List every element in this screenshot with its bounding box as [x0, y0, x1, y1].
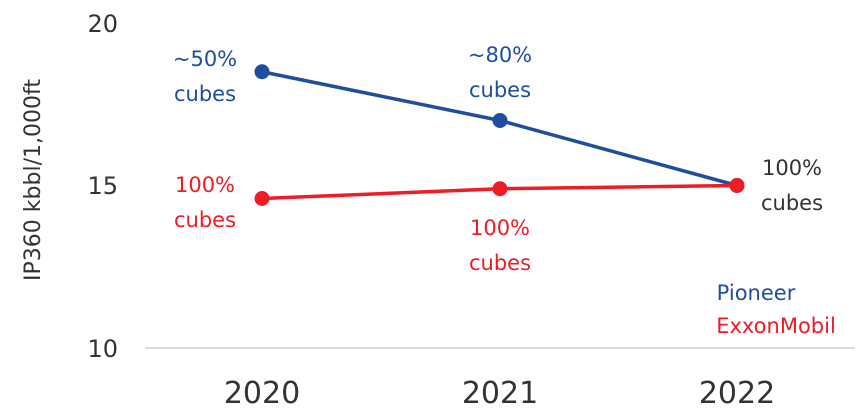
annotation-both-2022: 100% cubes	[761, 156, 823, 215]
legend-exxonmobil: ExxonMobil	[716, 314, 836, 338]
x-tick-label-2021: 2021	[462, 376, 538, 411]
data-point-pioneer-2020	[254, 64, 270, 80]
x-tick-label-2022: 2022	[699, 376, 775, 411]
annotation-text: 100%	[470, 216, 530, 240]
annotation-text: cubes	[469, 251, 531, 275]
annotation-text: ~80%	[468, 43, 532, 67]
annotation-text: cubes	[174, 82, 236, 106]
x-tick-label-2020: 2020	[224, 376, 300, 411]
y-tick-label-10: 10	[87, 335, 118, 363]
data-point-exxonmobil-2021	[492, 181, 508, 197]
annotation-exxon-2021: 100% cubes	[469, 216, 531, 275]
legend-pioneer: Pioneer	[717, 281, 796, 305]
series-layer	[254, 64, 745, 206]
y-tick-label-15: 15	[87, 172, 118, 200]
annotation-exxon-2020: 100% cubes	[174, 173, 236, 232]
annotation-text: 100%	[762, 156, 822, 180]
y-axis-label: IP360 kbbl/1,000ft	[21, 79, 46, 281]
data-point-exxonmobil-2022	[729, 178, 745, 193]
annotation-text: 100%	[175, 173, 235, 197]
data-point-exxonmobil-2020	[254, 191, 270, 206]
annotation-pioneer-2020: ~50% cubes	[173, 47, 237, 106]
annotation-text: cubes	[469, 78, 531, 102]
data-point-pioneer-2021	[492, 113, 508, 128]
y-tick-label-20: 20	[87, 10, 118, 38]
annotation-text: cubes	[174, 208, 236, 232]
annotation-pioneer-2021: ~80% cubes	[468, 43, 532, 102]
annotation-text: cubes	[761, 191, 823, 215]
annotation-text: ~50%	[173, 47, 237, 71]
